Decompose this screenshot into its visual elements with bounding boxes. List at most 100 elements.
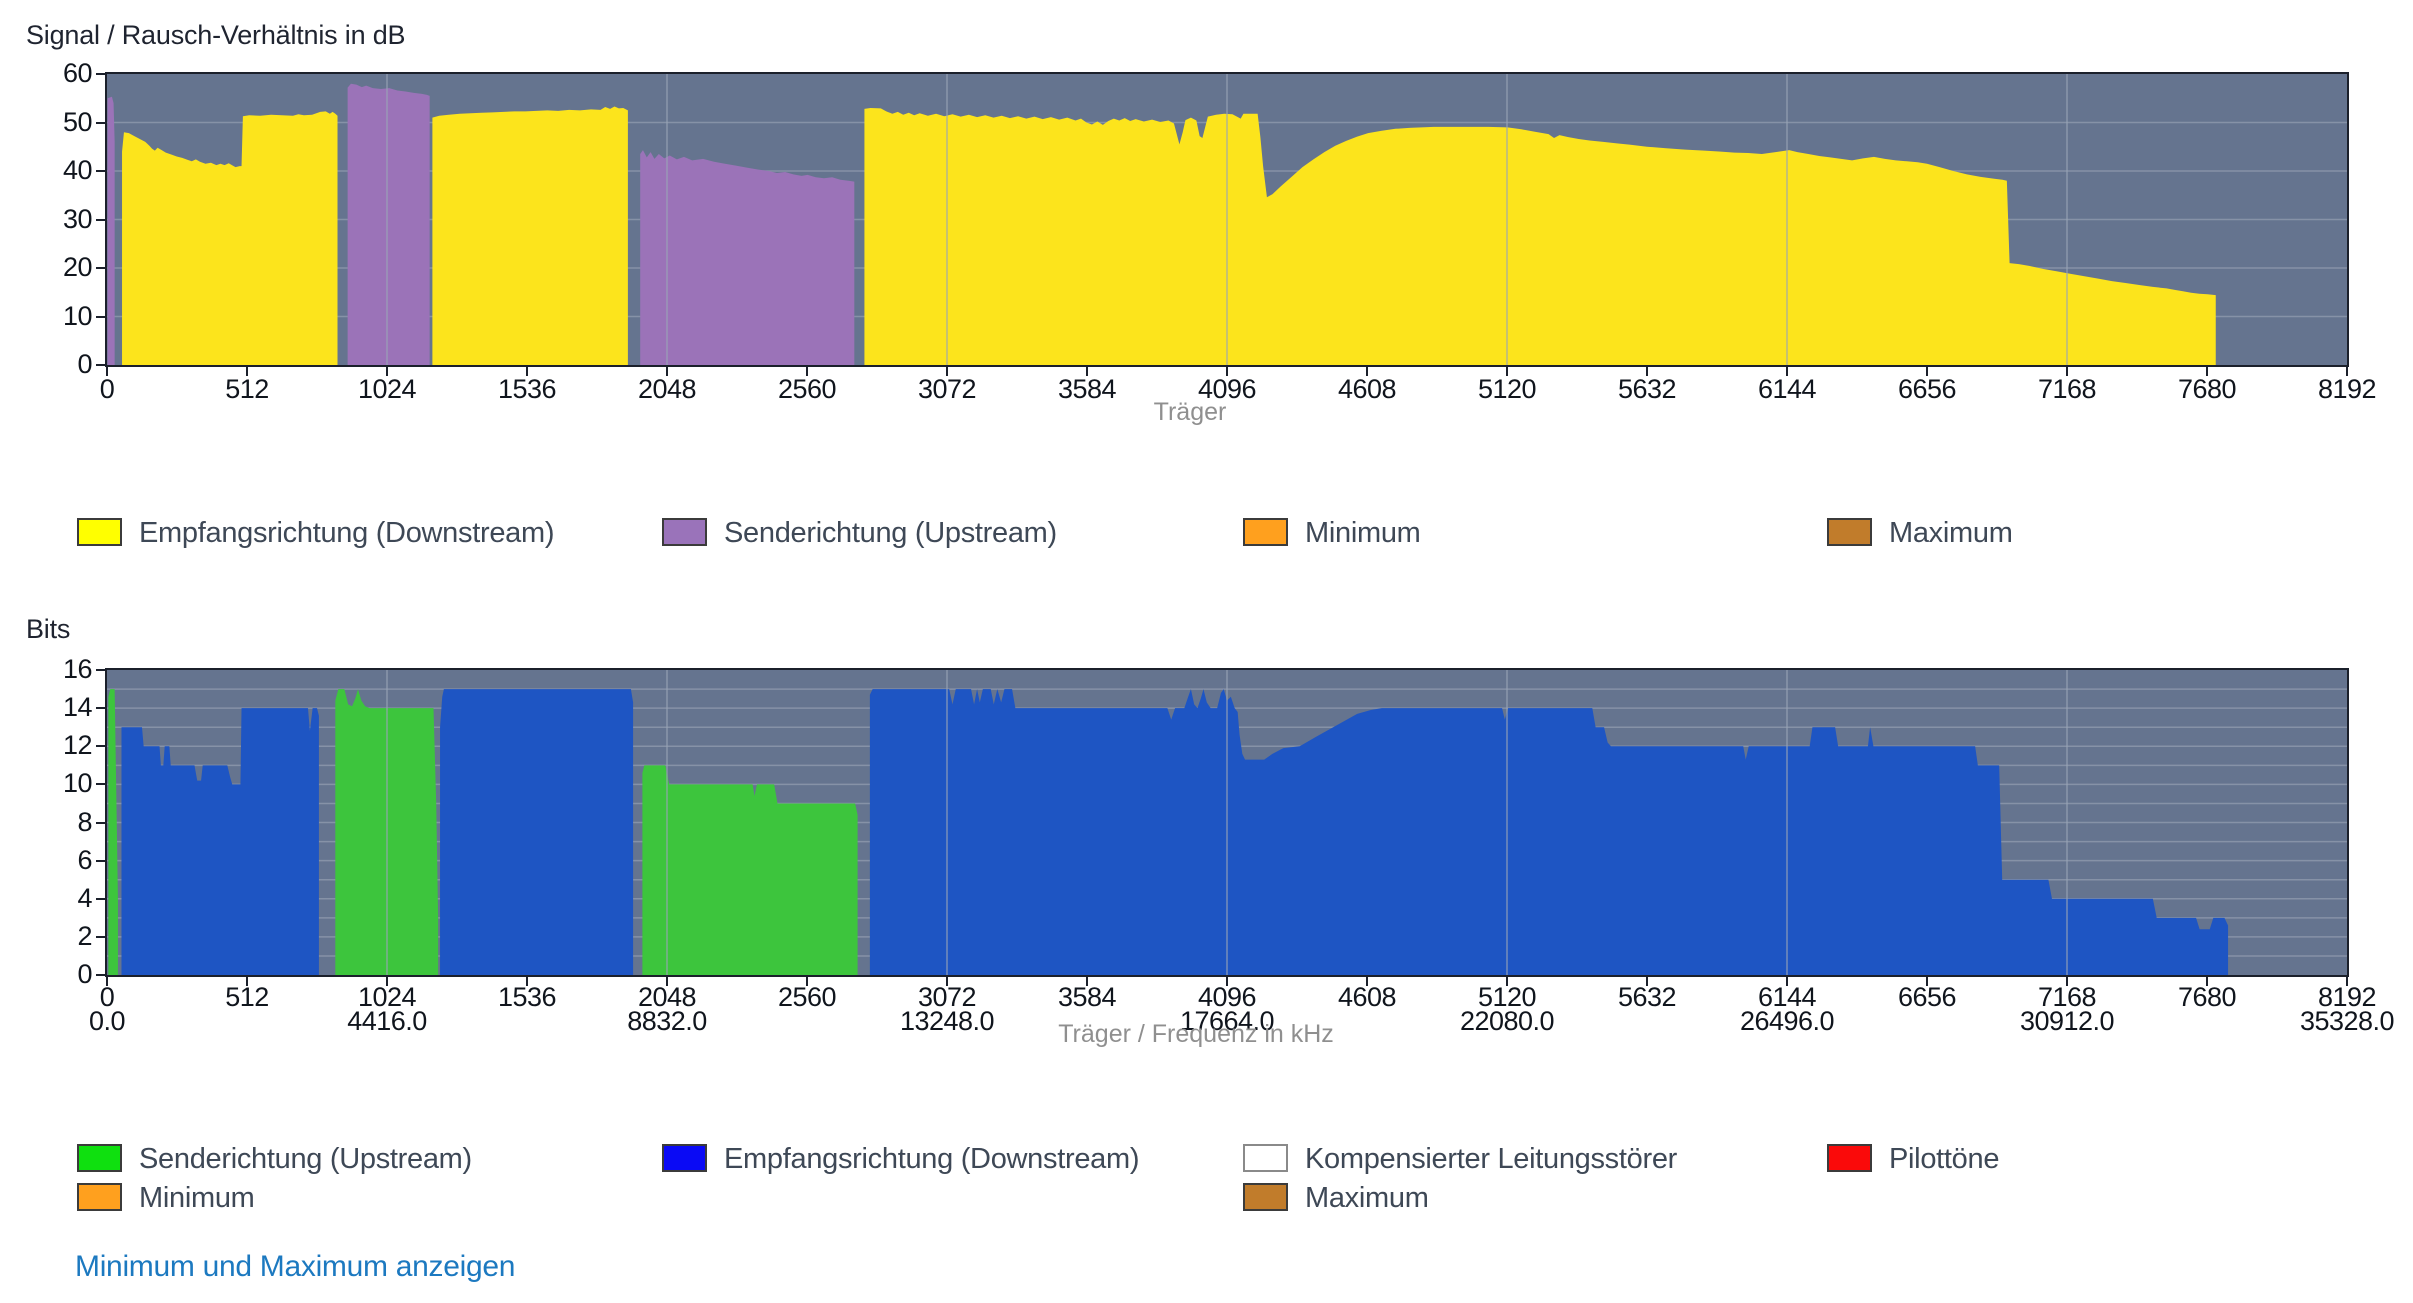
x-tick-label: 4096 xyxy=(1197,982,1257,1012)
x-freq-label: 35328.0 xyxy=(2299,1006,2395,1036)
x-tick-label: 512 xyxy=(225,374,269,404)
x-freq-label: 4416.0 xyxy=(347,1006,427,1036)
x-tick-label: 7680 xyxy=(2177,982,2237,1012)
x-tick-mark xyxy=(2066,977,2068,986)
x-tick-mark xyxy=(1786,977,1788,986)
y-tick-label: 50 xyxy=(62,106,93,137)
y-tick-mark xyxy=(96,73,105,75)
x-tick-mark xyxy=(1506,367,1508,376)
x-axis-title: Träger xyxy=(1153,398,1227,426)
x-tick-label: 3584 xyxy=(1057,374,1117,404)
x-tick-label: 2560 xyxy=(777,374,837,404)
x-tick-mark xyxy=(666,367,668,376)
x-tick-label: 5120 xyxy=(1477,982,1537,1012)
x-tick-mark xyxy=(1226,977,1228,986)
y-tick-mark xyxy=(96,859,105,862)
x-tick-label: 2560 xyxy=(777,982,837,1012)
y-tick-label: 60 xyxy=(62,58,93,88)
x-tick-label: 4608 xyxy=(1337,982,1397,1012)
x-tick-mark xyxy=(946,977,948,986)
snr-chart-title: Signal / Rausch-Verhältnis in dB xyxy=(26,20,406,50)
y-tick-label: 16 xyxy=(62,654,93,684)
y-tick-mark xyxy=(96,364,105,366)
y-tick-mark xyxy=(96,170,105,172)
x-tick-mark xyxy=(1086,367,1088,376)
x-freq-label: 8832.0 xyxy=(627,1006,707,1036)
legend-swatch xyxy=(1827,1144,1872,1172)
legend-label: Empfangsrichtung (Downstream) xyxy=(724,1143,1140,1175)
x-tick-mark xyxy=(1226,367,1228,376)
legend-label: Pilottöne xyxy=(1889,1143,2000,1175)
legend-swatch xyxy=(77,518,122,546)
legend-swatch xyxy=(1243,1144,1288,1172)
legend-swatch xyxy=(662,1144,707,1172)
x-tick-label: 0 xyxy=(99,982,115,1012)
x-tick-label: 1024 xyxy=(357,374,417,404)
x-tick-mark xyxy=(1366,367,1368,376)
x-tick-mark xyxy=(1926,977,1928,986)
legend-swatch xyxy=(77,1144,122,1172)
x-tick-label: 6144 xyxy=(1757,982,1817,1012)
x-tick-label: 1024 xyxy=(357,982,417,1012)
x-tick-label: 3072 xyxy=(917,982,977,1012)
x-tick-label: 6656 xyxy=(1897,982,1957,1012)
legend-label: Senderichtung (Upstream) xyxy=(139,1143,472,1175)
y-tick-mark xyxy=(96,267,105,269)
x-freq-label: 30912.0 xyxy=(2019,1006,2115,1036)
y-tick-label: 30 xyxy=(62,203,93,234)
legend-label: Minimum xyxy=(1305,517,1421,549)
y-tick-mark xyxy=(96,897,105,900)
y-tick-mark xyxy=(96,821,105,824)
legend-label: Empfangsrichtung (Downstream) xyxy=(139,517,555,549)
x-freq-label: 17664.0 xyxy=(1179,1006,1275,1036)
legend-swatch xyxy=(662,518,707,546)
y-tick-mark xyxy=(96,707,105,710)
y-tick-label: 4 xyxy=(77,882,92,913)
bits-chart-plot xyxy=(105,668,2349,977)
x-tick-label: 1536 xyxy=(497,982,557,1012)
x-tick-mark xyxy=(106,977,108,986)
legend-label: Minimum xyxy=(139,1182,255,1214)
x-tick-label: 0 xyxy=(99,374,115,404)
y-tick-mark xyxy=(96,315,105,318)
x-tick-label: 5120 xyxy=(1477,374,1537,404)
x-tick-mark xyxy=(106,367,108,376)
x-tick-mark xyxy=(386,367,388,376)
x-tick-label: 6144 xyxy=(1757,374,1817,404)
x-tick-mark xyxy=(1926,367,1928,376)
y-tick-mark xyxy=(96,974,105,976)
x-tick-mark xyxy=(1646,367,1648,376)
x-tick-label: 3584 xyxy=(1057,982,1117,1012)
x-tick-label: 2048 xyxy=(637,374,697,404)
x-tick-label: 7168 xyxy=(2037,374,2097,404)
x-tick-mark xyxy=(2346,367,2348,376)
legend-swatch xyxy=(1243,1183,1288,1211)
x-tick-mark xyxy=(526,367,528,376)
x-tick-label: 7680 xyxy=(2177,374,2237,404)
x-tick-label: 8192 xyxy=(2317,982,2377,1012)
chart-canvas xyxy=(107,670,2347,975)
x-tick-label: 4608 xyxy=(1337,374,1397,404)
x-tick-mark xyxy=(246,367,248,376)
y-tick-label: 14 xyxy=(62,692,93,723)
x-tick-label: 7168 xyxy=(2037,982,2097,1012)
x-tick-label: 1536 xyxy=(497,374,557,404)
x-tick-mark xyxy=(1086,977,1088,986)
y-tick-label: 8 xyxy=(77,806,92,837)
x-tick-mark xyxy=(666,977,668,986)
x-axis-title: Träger / Frequenz in kHz xyxy=(1058,1020,1334,1048)
x-freq-label: 0.0 xyxy=(88,1006,126,1036)
x-tick-mark xyxy=(806,977,808,986)
y-tick-label: 0 xyxy=(77,349,92,379)
show-minmax-link[interactable]: Minimum und Maximum anzeigen xyxy=(75,1250,516,1283)
legend-swatch xyxy=(1827,518,1872,546)
y-tick-label: 0 xyxy=(77,959,92,989)
chart-canvas xyxy=(107,74,2347,365)
x-tick-mark xyxy=(246,977,248,986)
x-tick-mark xyxy=(526,977,528,986)
x-tick-mark xyxy=(1366,977,1368,986)
x-freq-label: 26496.0 xyxy=(1739,1006,1835,1036)
legend-swatch xyxy=(1243,518,1288,546)
legend-label: Maximum xyxy=(1305,1182,1429,1214)
